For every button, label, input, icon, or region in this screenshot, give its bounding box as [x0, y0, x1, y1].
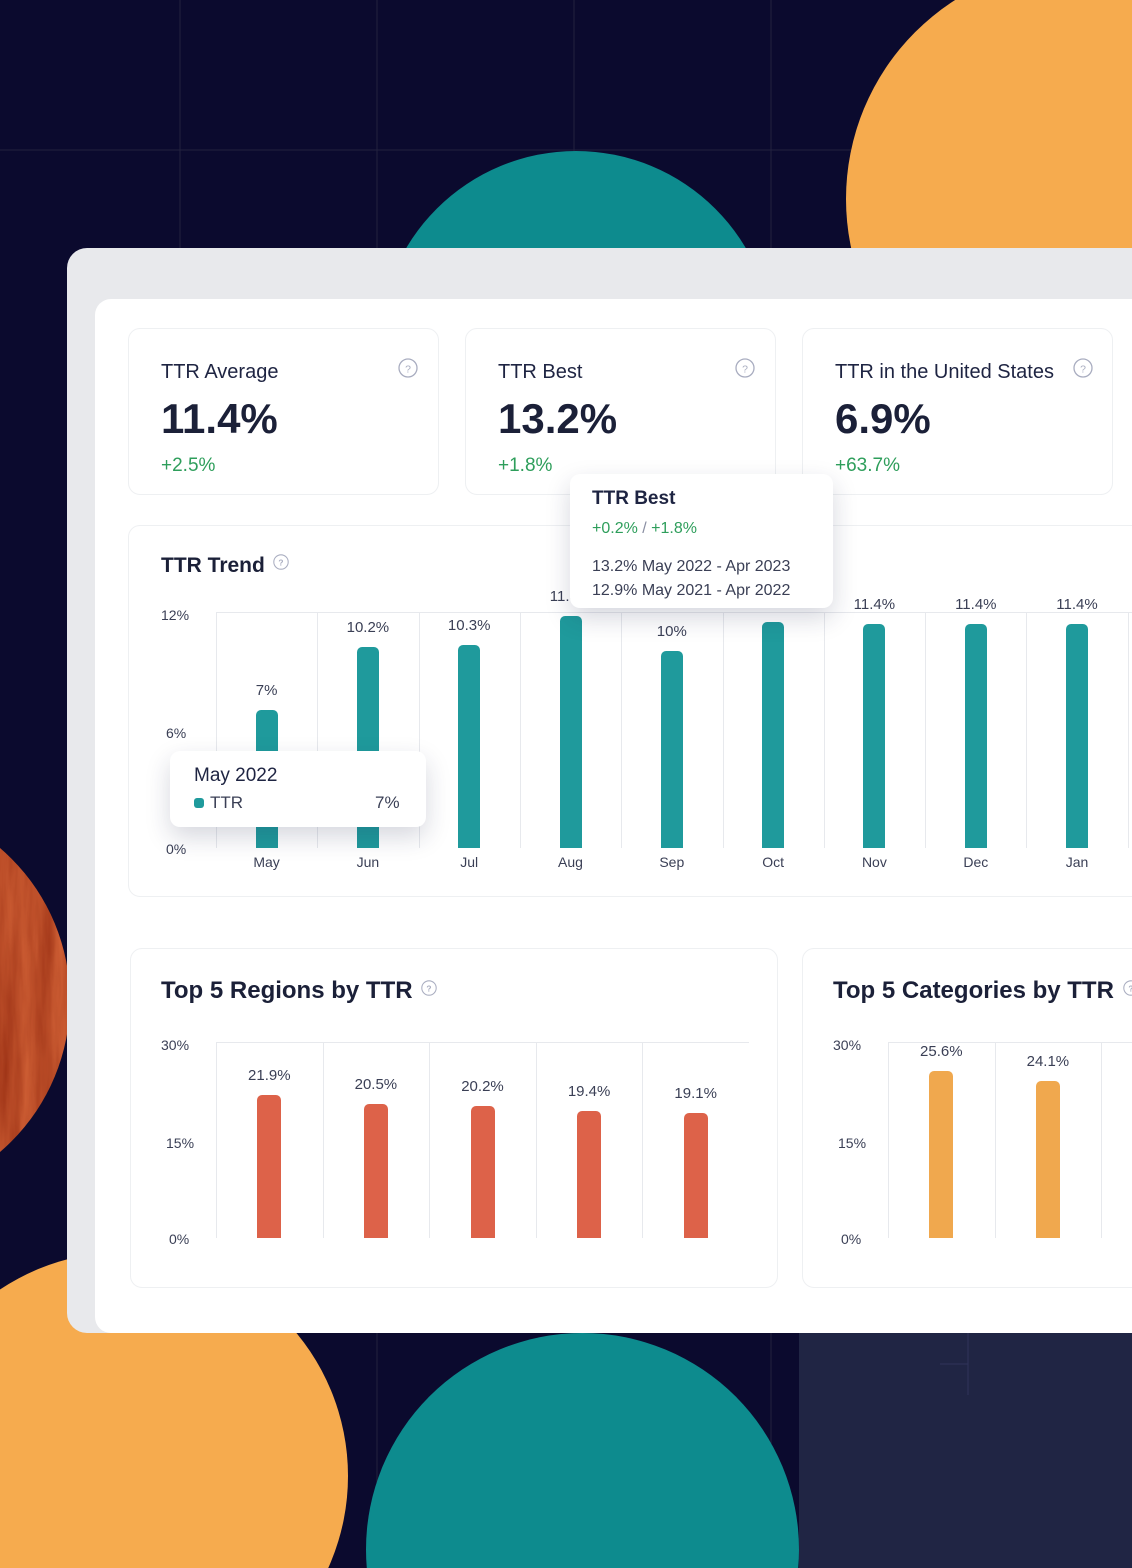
svg-text:?: ? [1080, 364, 1086, 376]
svg-text:?: ? [278, 558, 283, 568]
svg-text:?: ? [742, 364, 748, 376]
svg-text:?: ? [427, 984, 432, 994]
svg-text:?: ? [405, 364, 411, 376]
svg-text:?: ? [1128, 984, 1132, 994]
